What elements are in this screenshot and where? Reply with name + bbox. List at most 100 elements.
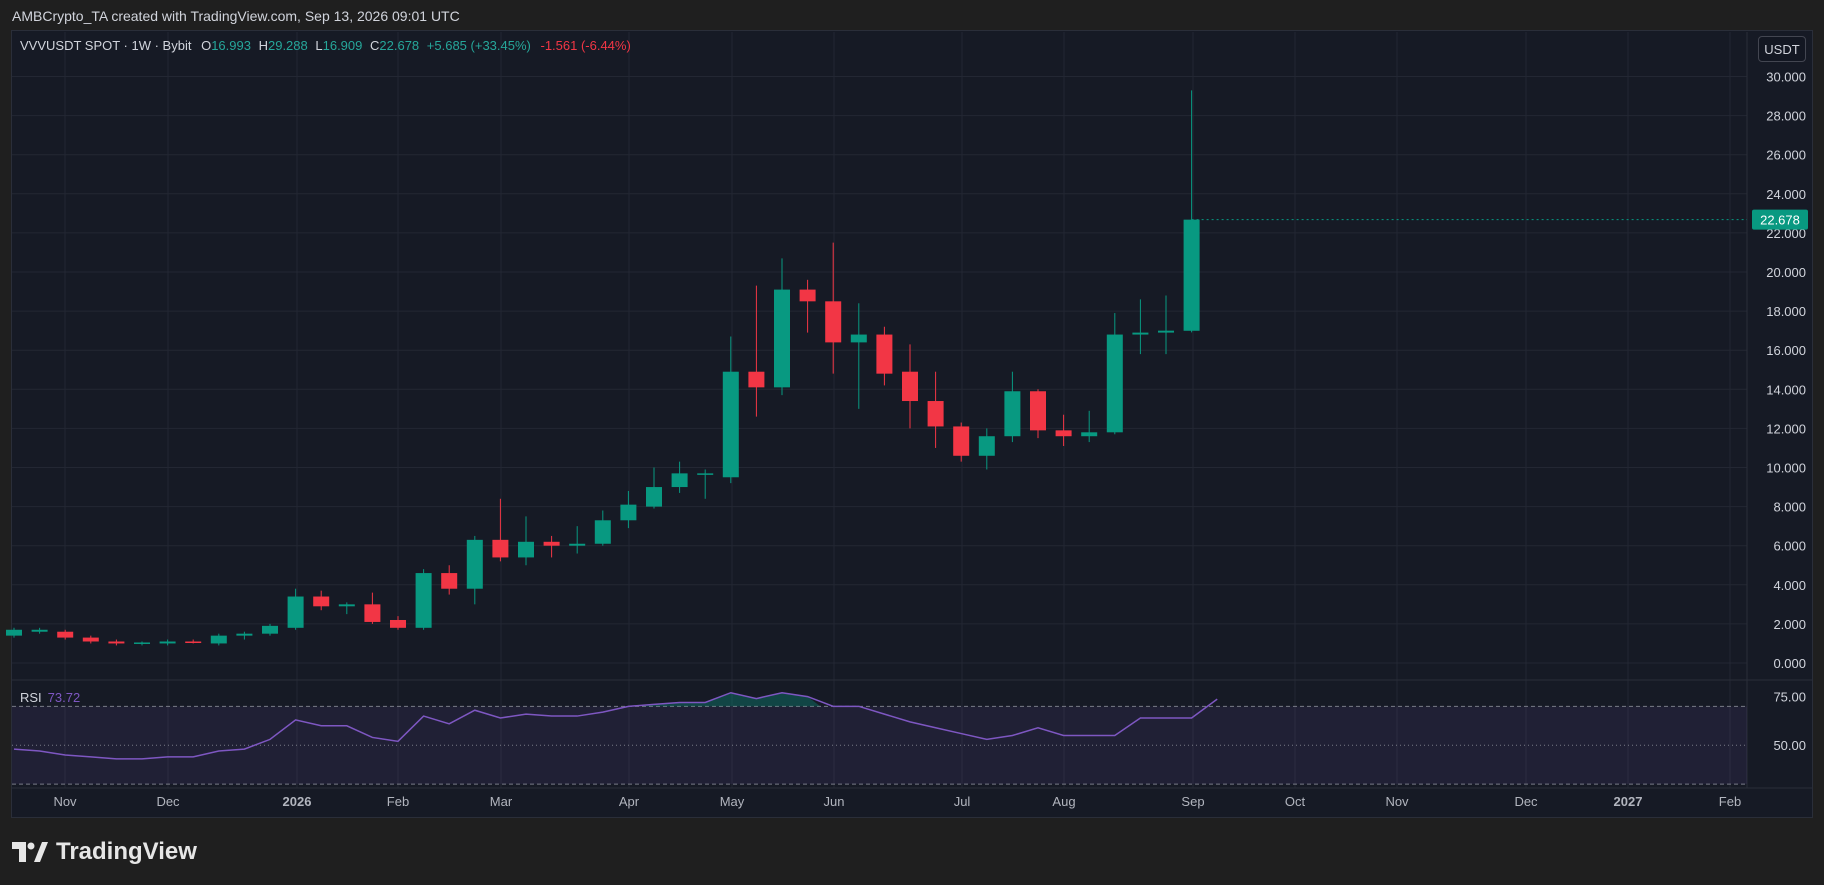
tradingview-brand: TradingView (56, 838, 197, 865)
y-axis-tick-label: 20.000 (1766, 265, 1806, 280)
candle-body (799, 289, 816, 302)
legend-change-secondary: -1.561 (-6.44%) (540, 38, 631, 53)
x-axis-tick-label: Nov (53, 794, 77, 809)
rsi-legend: RSI 73.72 (20, 690, 80, 705)
x-axis-tick-label: May (720, 794, 745, 809)
legend-open-label: O (201, 38, 212, 53)
candle-body (262, 625, 278, 634)
candle-body (671, 473, 688, 488)
legend-low-label: L (315, 38, 323, 53)
y-axis-tick-label: 18.000 (1766, 304, 1806, 319)
symbol-legend: VVVUSDT SPOT · 1W · Bybit O16.993 H29.28… (20, 38, 631, 53)
chart-frame[interactable] (11, 30, 1813, 818)
candle-body (466, 539, 483, 589)
candle-body (57, 631, 74, 638)
candle-body (1055, 430, 1072, 437)
candle-body (492, 539, 509, 558)
candle-body (1106, 334, 1123, 433)
candle-body (774, 289, 790, 388)
candle-body (82, 637, 99, 642)
y-axis-tick-label: 12.000 (1766, 421, 1806, 436)
x-axis-tick-label: Dec (156, 794, 180, 809)
candle-body (1158, 330, 1174, 333)
rsi-layer (13, 691, 1218, 760)
rsi-line (13, 691, 1218, 760)
candle-body (697, 473, 714, 475)
rsi-axis-tick-label: 50.00 (1773, 738, 1806, 753)
candle-body (364, 604, 381, 622)
candle-body (902, 371, 918, 402)
legend-low-value: 16.909 (322, 38, 363, 53)
candle-body (722, 371, 739, 478)
candle-body (236, 633, 253, 636)
last-price-label: 22.678 (1760, 213, 1800, 228)
candle-body (108, 641, 125, 644)
candle-body (287, 596, 304, 628)
x-axis-tick-label: Sep (1181, 794, 1204, 809)
last-price-badge (1752, 209, 1808, 230)
y-axis-tick-label: 6.000 (1773, 539, 1806, 554)
y-axis-tick-label: 28.000 (1766, 109, 1806, 124)
legend-close-value: 22.678 (379, 38, 420, 53)
candle-body (1132, 332, 1149, 335)
x-axis-tick-label: Feb (387, 794, 409, 809)
candle-body (1183, 219, 1200, 331)
rsi-label: RSI (20, 690, 42, 705)
legend-close-label: C (370, 38, 380, 53)
x-axis-tick-label: Mar (490, 794, 513, 809)
candle-body (313, 596, 330, 607)
y-axis-tick-label: 16.000 (1766, 343, 1806, 358)
candle-layer (6, 90, 1747, 646)
x-axis-tick-label: Apr (619, 794, 640, 809)
y-axis-tick-label: 26.000 (1766, 148, 1806, 163)
candle-body (748, 371, 765, 388)
x-axis-tick-label: 2026 (283, 794, 312, 809)
candle-body (1004, 391, 1021, 437)
y-axis-tick-label: 24.000 (1766, 187, 1806, 202)
legend-high-label: H (258, 38, 268, 53)
legend-change: +5.685 (+33.45%) (426, 38, 531, 53)
candle-body (1081, 432, 1098, 437)
candle-body (441, 573, 458, 589)
rsi-band-layer (12, 705, 1747, 785)
y-axis-tick-label: 2.000 (1773, 617, 1806, 632)
y-axis-tick-label: 30.000 (1766, 70, 1806, 85)
x-axis-tick-label: 2027 (1614, 794, 1643, 809)
candle-body (185, 641, 202, 643)
y-axis-tick-label: 0.000 (1773, 656, 1806, 671)
x-axis-tick-label: Jul (954, 794, 971, 809)
rsi-band-fill (12, 706, 1747, 785)
y-axis-tick-label: 8.000 (1773, 500, 1806, 515)
candle-body (159, 641, 176, 644)
x-axis-tick-label: Oct (1285, 794, 1306, 809)
y-axis-tick-label: 14.000 (1766, 382, 1806, 397)
candle-body (646, 487, 662, 507)
candle-body (390, 619, 406, 628)
candle-body (6, 629, 22, 636)
y-axis-tick-label: 22.000 (1766, 226, 1806, 241)
candle-body (338, 604, 355, 607)
tradingview-logo-icon (12, 842, 48, 862)
x-axis-tick-label: Jun (824, 794, 845, 809)
candle-body (978, 436, 995, 456)
legend-symbol: VVVUSDT SPOT · 1W · Bybit (20, 38, 192, 53)
candle-body (620, 504, 637, 521)
tradingview-logo[interactable]: TradingView (12, 838, 197, 866)
candle-body (569, 543, 586, 546)
currency-button[interactable]: USDT (1758, 36, 1806, 62)
candle-body (1030, 391, 1046, 431)
rsi-value: 73.72 (47, 690, 81, 705)
legend-open-value: 16.993 (211, 38, 251, 53)
rsi-axis-tick-label: 75.00 (1773, 690, 1806, 705)
x-axis-tick-label: Aug (1052, 794, 1075, 809)
x-axis-tick-label: Nov (1385, 794, 1409, 809)
candle-body (518, 541, 534, 558)
y-axis-tick-label: 4.000 (1773, 578, 1806, 593)
candle-body (543, 541, 560, 546)
grid-layer (12, 32, 1812, 789)
axis-layer: Nov Dec 2026 Feb Mar Apr May Jun Jul Aug Sep Oct Nov… (53, 70, 1808, 809)
y-axis-tick-label: 10.000 (1766, 461, 1806, 476)
candle-body (825, 301, 842, 343)
candle-body (210, 635, 227, 644)
